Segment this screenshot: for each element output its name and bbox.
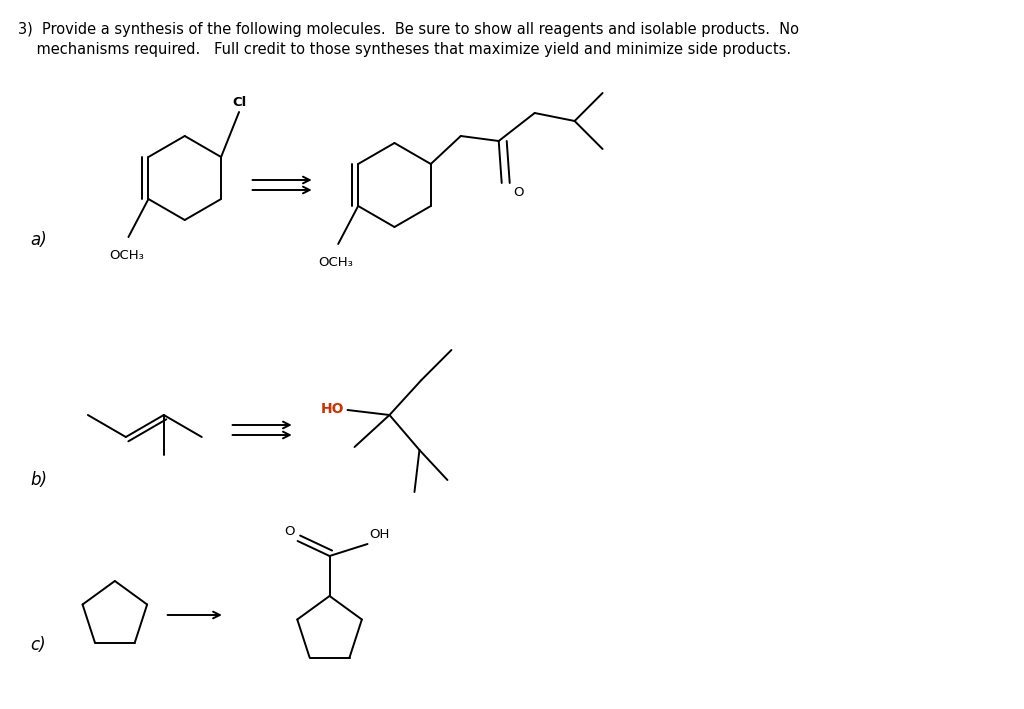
Text: OCH₃: OCH₃: [109, 249, 144, 262]
Text: O: O: [514, 186, 524, 199]
Text: c): c): [30, 636, 46, 654]
Text: OCH₃: OCH₃: [318, 256, 353, 269]
Text: Cl: Cl: [231, 96, 246, 109]
Text: O: O: [284, 525, 295, 538]
Text: mechanisms required.   Full credit to those syntheses that maximize yield and mi: mechanisms required. Full credit to thos…: [18, 42, 792, 57]
Text: OH: OH: [370, 528, 390, 541]
Text: HO: HO: [322, 402, 344, 416]
Text: a): a): [30, 231, 47, 249]
Text: b): b): [30, 471, 47, 489]
Text: 3)  Provide a synthesis of the following molecules.  Be sure to show all reagent: 3) Provide a synthesis of the following …: [18, 22, 799, 37]
